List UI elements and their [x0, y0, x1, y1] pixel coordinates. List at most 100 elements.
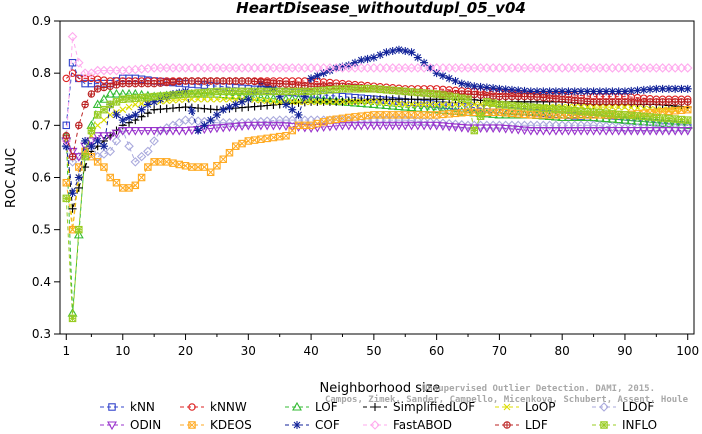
data-point	[138, 80, 144, 86]
data-point	[195, 90, 201, 96]
legend-item-inflo: INFLO	[592, 418, 657, 432]
data-point	[578, 108, 584, 114]
legend-item-odin: ODIN	[100, 418, 161, 432]
data-point	[157, 80, 163, 86]
data-point	[546, 105, 552, 111]
data-point	[295, 82, 301, 88]
data-point	[94, 86, 100, 92]
data-point	[647, 114, 653, 120]
data-point	[327, 87, 333, 93]
data-point	[170, 79, 176, 85]
data-point	[647, 99, 653, 105]
legend-label: ODIN	[130, 418, 161, 432]
data-point	[414, 54, 422, 62]
data-point	[126, 96, 132, 102]
data-point	[220, 88, 226, 94]
x-tick-label: 50	[366, 344, 381, 358]
series-layer	[62, 33, 691, 322]
data-point	[101, 106, 107, 112]
data-point	[188, 107, 196, 115]
data-point	[220, 156, 226, 162]
data-point	[615, 99, 621, 105]
data-point	[170, 92, 176, 98]
data-point	[226, 88, 232, 94]
data-point	[440, 92, 446, 98]
data-point	[685, 117, 691, 123]
data-point	[364, 86, 370, 92]
data-point	[125, 142, 133, 150]
y-tick-label: 0.9	[32, 14, 51, 28]
legend-label: LDF	[525, 418, 548, 432]
data-point	[484, 92, 490, 98]
data-point	[603, 110, 609, 116]
data-point	[88, 91, 94, 97]
data-point	[113, 180, 119, 186]
data-point	[107, 83, 113, 89]
data-point	[270, 88, 276, 94]
data-point	[101, 117, 107, 123]
data-point	[213, 111, 221, 119]
data-point	[672, 99, 678, 105]
data-point	[465, 96, 471, 102]
x-tick-label: 70	[492, 344, 507, 358]
data-point	[490, 100, 496, 106]
data-point	[408, 89, 414, 95]
data-point	[528, 104, 534, 110]
data-point	[470, 82, 478, 90]
chart-title: HeartDisease_withoutdupl_05_v04	[236, 0, 526, 17]
data-point	[239, 78, 245, 84]
data-point	[82, 101, 88, 107]
data-point	[559, 106, 565, 112]
legend-item-fastabod: FastABOD	[363, 418, 452, 432]
data-point	[233, 88, 239, 94]
data-point	[201, 89, 207, 95]
data-point	[101, 164, 107, 170]
watermark-line-2: Campos, Zimek, Sander, Campello, Micenko…	[325, 394, 689, 405]
data-point	[258, 79, 264, 85]
data-point	[214, 163, 220, 169]
data-point	[63, 133, 69, 139]
data-point	[502, 93, 508, 99]
data-point	[207, 89, 213, 95]
data-point	[553, 96, 559, 102]
data-point	[308, 88, 314, 94]
legend-label: FastABOD	[393, 418, 452, 432]
data-point	[528, 93, 534, 99]
data-point	[258, 88, 264, 94]
data-point	[63, 75, 69, 81]
x-axis: 1 10 20 30 40 50 60 70 80 90 100	[62, 334, 699, 358]
data-point	[63, 195, 69, 201]
data-point	[220, 78, 226, 84]
legend-marker	[504, 422, 510, 428]
data-point	[464, 81, 472, 89]
series-odin	[62, 122, 691, 160]
legend-item-kdeos: KDEOS	[180, 418, 252, 432]
data-point	[653, 99, 659, 105]
data-point	[195, 164, 201, 170]
data-point	[653, 114, 659, 120]
y-axis-label: ROC AUC	[4, 148, 19, 208]
data-point	[194, 127, 202, 135]
data-point	[389, 47, 397, 55]
data-point	[138, 106, 146, 114]
data-point	[597, 99, 603, 105]
data-point	[144, 109, 152, 117]
data-point	[120, 107, 126, 113]
data-point	[628, 112, 634, 118]
data-point	[283, 81, 289, 87]
data-point	[477, 113, 483, 119]
data-point	[112, 111, 120, 119]
data-point	[641, 113, 647, 119]
data-point	[289, 127, 295, 133]
data-point	[364, 55, 372, 63]
data-point	[189, 78, 195, 84]
data-point	[94, 159, 100, 165]
data-point	[107, 174, 113, 180]
data-point	[534, 94, 540, 100]
data-point	[540, 105, 546, 111]
data-point	[377, 86, 383, 92]
data-point	[251, 88, 257, 94]
legend-item-cof: COF	[285, 418, 340, 432]
data-point	[395, 46, 403, 54]
data-point	[245, 88, 251, 94]
